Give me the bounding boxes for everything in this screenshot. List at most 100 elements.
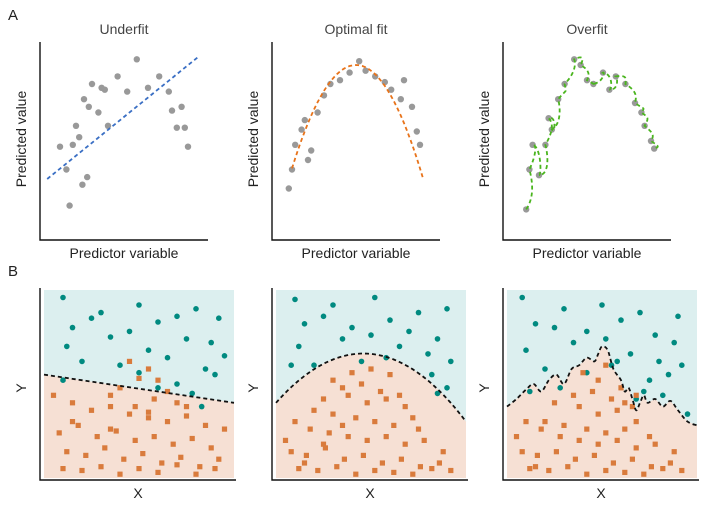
class-point-square bbox=[107, 426, 114, 432]
class-point-square bbox=[189, 435, 195, 442]
class-point-square bbox=[126, 411, 133, 417]
class-point-square bbox=[102, 445, 108, 451]
data-point bbox=[173, 124, 180, 131]
class-point-square bbox=[589, 388, 596, 395]
class-point-square bbox=[603, 430, 609, 436]
class-point-circle bbox=[216, 315, 222, 322]
class-point-square bbox=[193, 471, 199, 477]
class-point-square bbox=[387, 372, 393, 378]
class-point-square bbox=[164, 388, 171, 395]
class-point-square bbox=[212, 466, 218, 472]
decision-boundary bbox=[275, 352, 467, 423]
data-point bbox=[285, 185, 292, 192]
class-point-circle bbox=[155, 385, 161, 391]
class-point-circle bbox=[136, 302, 142, 308]
data-point bbox=[292, 141, 299, 148]
class-point-square bbox=[83, 452, 89, 458]
class-point-square bbox=[183, 404, 190, 410]
class-point-circle bbox=[425, 351, 431, 357]
class-point-square bbox=[64, 449, 70, 455]
class-point-square bbox=[126, 358, 133, 364]
class-point-circle bbox=[174, 313, 180, 320]
class-point-square bbox=[633, 392, 639, 398]
class-point-square bbox=[646, 434, 653, 440]
class-point-square bbox=[570, 392, 577, 398]
data-point bbox=[80, 96, 88, 103]
class-point-square bbox=[358, 381, 365, 387]
class-point-square bbox=[379, 460, 385, 466]
class-point-square bbox=[580, 370, 586, 376]
class-point-square bbox=[534, 452, 540, 458]
class-point-square bbox=[296, 466, 302, 472]
class-point-circle bbox=[679, 362, 685, 369]
class-point-square bbox=[107, 392, 114, 398]
class-point-square bbox=[216, 456, 222, 462]
x-axis-label: X bbox=[133, 485, 143, 501]
class-point-circle bbox=[311, 362, 317, 369]
class-point-circle bbox=[117, 362, 123, 369]
class-point-circle bbox=[145, 347, 152, 354]
class-point-square bbox=[113, 428, 119, 434]
region-lower bbox=[507, 346, 697, 478]
class-point-circle bbox=[64, 343, 70, 350]
class-point-circle bbox=[69, 324, 76, 331]
class-point-square bbox=[618, 385, 624, 391]
data-point bbox=[104, 122, 112, 129]
class-point-circle bbox=[98, 309, 104, 316]
data-point bbox=[408, 103, 416, 111]
class-point-circle bbox=[660, 392, 666, 399]
class-point-square bbox=[610, 460, 616, 466]
fit-line bbox=[46, 56, 199, 180]
chart-panel-3: Overfit Predictor variable Predicted value bbox=[476, 21, 671, 261]
class-point-square bbox=[448, 467, 454, 474]
class-point-square bbox=[551, 400, 558, 406]
y-axis-label: Y bbox=[245, 383, 261, 393]
class-point-square bbox=[364, 437, 370, 443]
class-point-square bbox=[326, 430, 332, 436]
class-point-square bbox=[410, 471, 416, 477]
class-point-square bbox=[523, 419, 529, 425]
data-point bbox=[76, 134, 83, 141]
class-point-square bbox=[151, 434, 157, 440]
class-point-square bbox=[136, 466, 142, 472]
class-point-square bbox=[364, 400, 370, 406]
region-lower bbox=[44, 374, 234, 478]
panels: Underfit Predictor variable Predicted valu… bbox=[13, 21, 699, 501]
class-point-square bbox=[60, 466, 66, 472]
data-point bbox=[356, 58, 363, 65]
data-point bbox=[612, 73, 619, 80]
data-point bbox=[56, 143, 64, 150]
data-point bbox=[168, 107, 176, 114]
class-point-circle bbox=[155, 319, 161, 325]
class-point-square bbox=[345, 434, 351, 440]
class-point-square bbox=[69, 400, 76, 406]
class-point-circle bbox=[523, 347, 529, 354]
axes bbox=[39, 288, 236, 481]
class-point-circle bbox=[221, 353, 228, 359]
data-point bbox=[181, 124, 188, 131]
chart-title: Underfit bbox=[99, 21, 148, 37]
class-point-circle bbox=[368, 332, 374, 338]
axes bbox=[271, 42, 440, 241]
class-point-circle bbox=[671, 339, 677, 346]
data-point bbox=[84, 173, 91, 181]
class-point-square bbox=[527, 466, 533, 472]
axes bbox=[502, 42, 671, 241]
class-point-square bbox=[311, 407, 317, 413]
class-point-square bbox=[50, 392, 57, 398]
data-point bbox=[416, 141, 424, 148]
class-point-square bbox=[603, 362, 609, 368]
class-point-circle bbox=[339, 336, 346, 342]
class-point-square bbox=[421, 437, 427, 443]
class-point-circle bbox=[665, 371, 672, 378]
class-point-square bbox=[136, 375, 142, 381]
class-point-square bbox=[614, 437, 620, 443]
class-point-square bbox=[107, 404, 114, 410]
class-point-circle bbox=[212, 371, 218, 378]
class-point-square bbox=[417, 464, 423, 470]
data-point bbox=[88, 80, 96, 88]
data-point bbox=[413, 128, 420, 135]
class-point-circle bbox=[652, 332, 658, 338]
class-point-circle bbox=[599, 302, 605, 308]
class-point-circle bbox=[136, 369, 142, 376]
